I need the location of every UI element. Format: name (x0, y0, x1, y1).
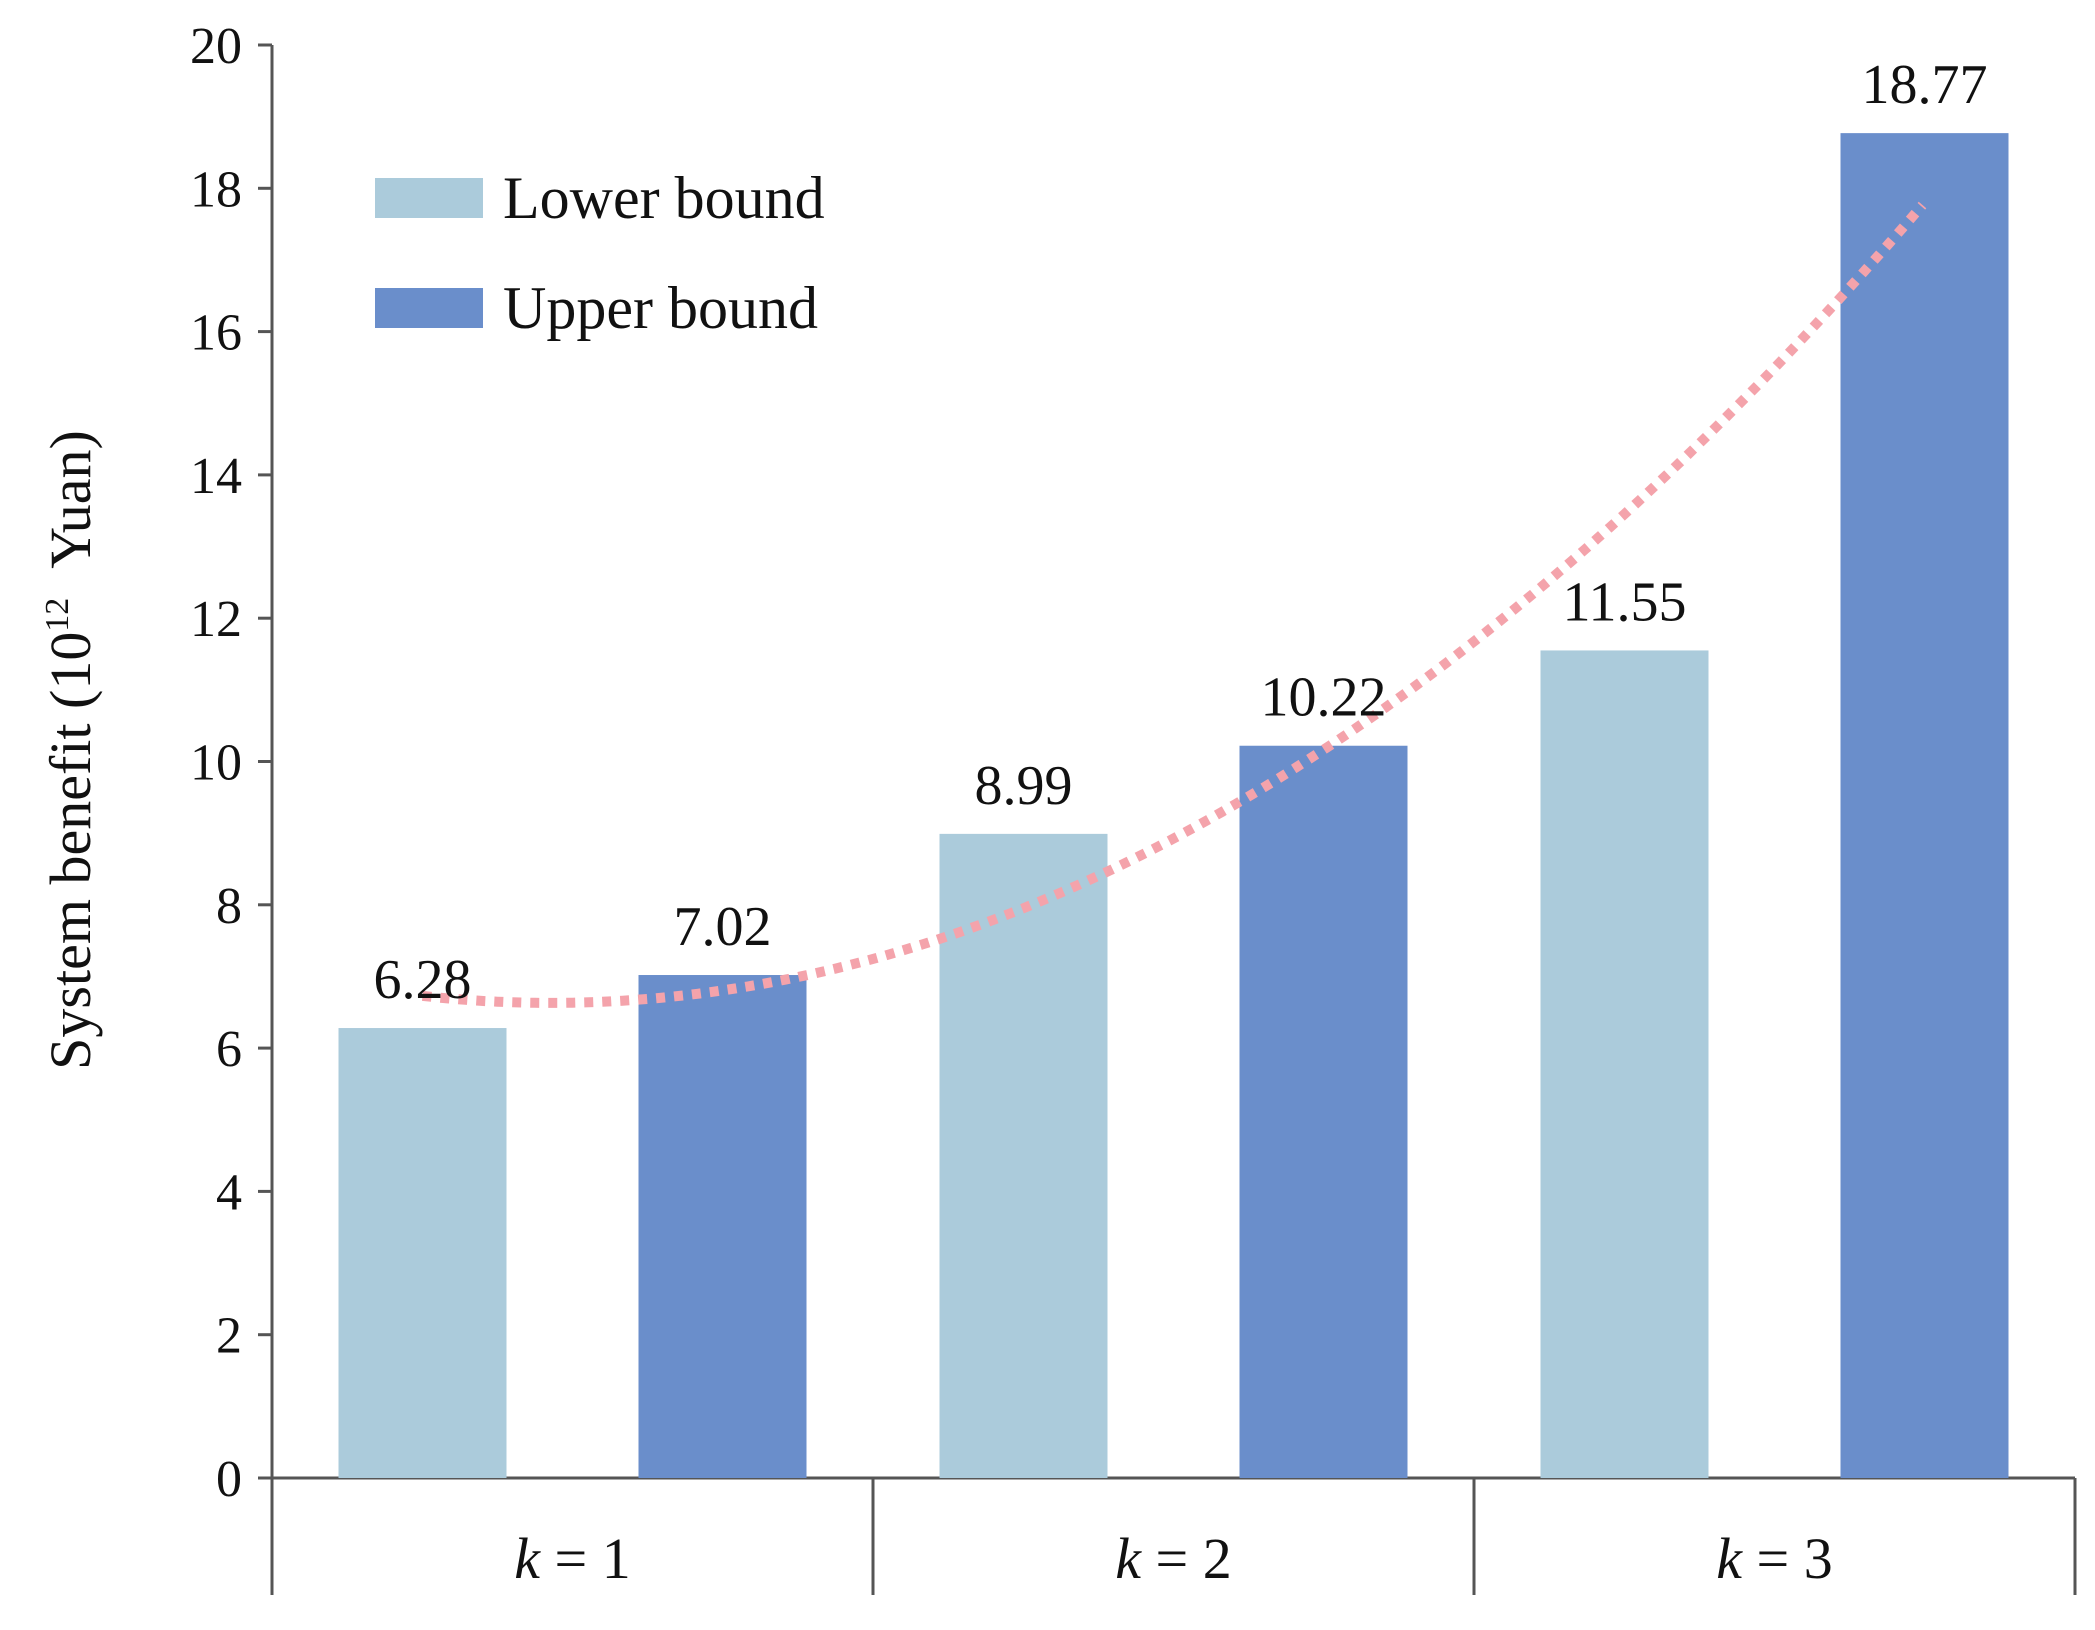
bar-lower-bound (1540, 650, 1709, 1478)
category-variable: k (514, 1526, 541, 1591)
y-tick-label: 6 (216, 1021, 242, 1078)
legend: Lower bound Upper bound (375, 165, 825, 341)
trendline-group (421, 201, 1927, 1008)
y-axis-title-prefix: System benefit (10 (38, 632, 103, 1070)
legend-label-lower-bound: Lower bound (503, 165, 825, 231)
data-label: 8.99 (975, 755, 1073, 817)
category-label: k = 1 (514, 1526, 630, 1591)
category-variable: k (1716, 1526, 1743, 1591)
y-tick-label: 16 (190, 305, 242, 362)
y-axis-title-suffix: Yuan) (38, 430, 103, 598)
y-tick-label: 10 (190, 735, 242, 792)
data-label: 7.02 (674, 896, 772, 958)
category-label: k = 2 (1115, 1526, 1231, 1591)
y-tick-label: 12 (190, 591, 242, 648)
y-tick-label: 18 (190, 161, 242, 218)
bars (338, 133, 2009, 1478)
category-separators (871, 1478, 2077, 1595)
bar-upper-bound (1239, 745, 1408, 1478)
category-value: = 2 (1141, 1526, 1232, 1591)
bar-lower-bound (939, 833, 1108, 1478)
y-tick-label: 0 (216, 1451, 242, 1508)
legend-label-upper-bound: Upper bound (503, 275, 818, 341)
y-tick-label: 4 (216, 1164, 242, 1221)
bar-upper-bound (1840, 133, 2009, 1478)
category-value: = 3 (1742, 1526, 1833, 1591)
bar-lower-bound (338, 1028, 507, 1478)
legend-swatch-lower-bound (375, 178, 483, 218)
y-axis-title-exponent: 12 (39, 598, 76, 632)
y-tick-label: 20 (190, 18, 242, 75)
category-value: = 1 (540, 1526, 631, 1591)
trendline (421, 201, 1927, 1008)
category-variable: k (1115, 1526, 1142, 1591)
legend-swatch-upper-bound (375, 288, 483, 328)
data-label: 18.77 (1862, 54, 1988, 116)
data-label: 11.55 (1563, 571, 1687, 633)
data-label: 10.22 (1261, 667, 1387, 729)
y-tick-label: 14 (190, 448, 242, 505)
bar-upper-bound (638, 975, 807, 1478)
y-tick-label: 8 (216, 878, 242, 935)
y-axis-title: System benefit (1012 Yuan) (38, 430, 103, 1070)
y-ticks: 0 2 4 6 8 10 12 14 16 18 20 (190, 18, 272, 1508)
data-labels: 6.28 7.02 8.99 10.22 11.55 18.77 (374, 54, 1988, 1011)
data-label: 6.28 (374, 949, 472, 1011)
y-tick-label: 2 (216, 1308, 242, 1365)
category-label: k = 3 (1716, 1526, 1832, 1591)
axes: 0 2 4 6 8 10 12 14 16 18 20 (190, 18, 2077, 1595)
